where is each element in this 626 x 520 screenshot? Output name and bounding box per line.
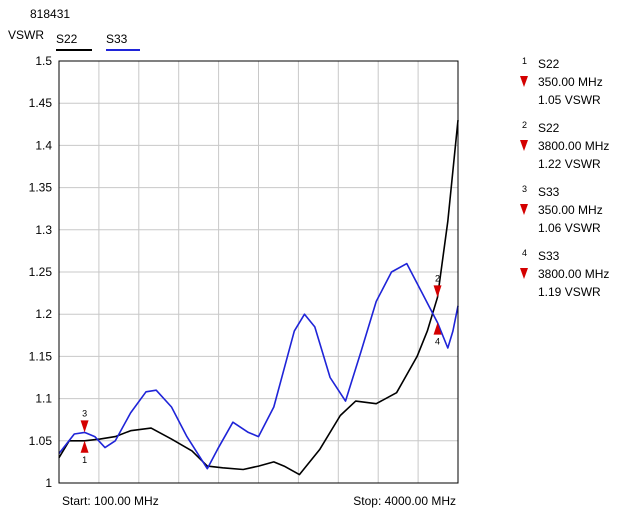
grid (59, 60, 458, 484)
marker-id-label-1: 1 (82, 455, 87, 465)
marker-readout-4: 4 S33 3800.00 MHz 1.19 VSWR (510, 248, 620, 312)
marker-id-label-4: 4 (435, 337, 440, 347)
marker-frequency: 350.00 MHz (538, 203, 603, 217)
y-tick-label: 1.3 (35, 223, 52, 237)
y-tick-label: 1.4 (35, 138, 52, 152)
marker-trace: S33 (538, 185, 560, 199)
series-lines (58, 120, 459, 476)
y-tick-label: 1.45 (29, 96, 53, 110)
y-tick-label: 1.5 (35, 54, 52, 68)
marker-triangle-1 (80, 440, 89, 453)
y-tick-label: 1 (45, 476, 52, 490)
series-line-s33 (58, 262, 459, 470)
chart-title: 818431 (30, 7, 70, 21)
marker-triangle-icon (520, 140, 528, 151)
marker-readout-1: 1 S22 350.00 MHz 1.05 VSWR (510, 56, 620, 120)
marker-value: 1.06 VSWR (538, 221, 601, 235)
marker-value: 1.19 VSWR (538, 285, 601, 299)
x-start-label: Start: 100.00 MHz (62, 494, 159, 508)
y-axis-label: VSWR (8, 28, 44, 42)
marker-frequency: 3800.00 MHz (538, 267, 610, 281)
marker-number: 2 (522, 120, 528, 130)
marker-id-label-2: 2 (435, 273, 440, 283)
y-tick-label: 1.1 (35, 392, 52, 406)
marker-number: 3 (522, 184, 528, 194)
marker-triangle-icon (520, 268, 528, 279)
marker-value: 1.05 VSWR (538, 93, 601, 107)
marker-readout-3: 3 S33 350.00 MHz 1.06 VSWR (510, 184, 620, 248)
marker-triangle-2 (433, 285, 442, 298)
marker-trace: S33 (538, 249, 560, 263)
marker-frequency: 350.00 MHz (538, 75, 603, 89)
marker-value: 1.22 VSWR (538, 157, 601, 171)
legend-label-s22: S22 (56, 32, 78, 46)
marker-number: 4 (522, 248, 528, 258)
marker-readout-2: 2 S22 3800.00 MHz 1.22 VSWR (510, 120, 620, 184)
trace-markers: 1 2 3 4 (80, 273, 442, 465)
y-tick-labels: 1 1.05 1.1 1.15 1.2 1.25 1.3 1.35 1.4 1.45 1.5 (29, 54, 53, 490)
marker-frequency: 3800.00 MHz (538, 139, 610, 153)
y-tick-label: 1.25 (29, 265, 53, 279)
plot-frame (58, 60, 459, 484)
marker-number: 1 (522, 56, 528, 66)
marker-triangle-3 (80, 420, 89, 433)
marker-triangle-icon (520, 76, 528, 87)
marker-triangle-4 (433, 322, 442, 335)
marker-id-label-3: 3 (82, 408, 87, 418)
y-tick-label: 1.35 (29, 181, 53, 195)
x-stop-label: Stop: 4000.00 MHz (353, 494, 456, 508)
marker-readout-panel: 1 S22 350.00 MHz 1.05 VSWR 2 S22 3800.00… (510, 56, 620, 312)
legend-label-s33: S33 (106, 32, 128, 46)
y-tick-label: 1.2 (35, 307, 52, 321)
y-tick-label: 1.05 (29, 434, 53, 448)
marker-trace: S22 (538, 121, 560, 135)
y-tick-label: 1.15 (29, 349, 53, 363)
marker-trace: S22 (538, 57, 560, 71)
marker-triangle-icon (520, 204, 528, 215)
